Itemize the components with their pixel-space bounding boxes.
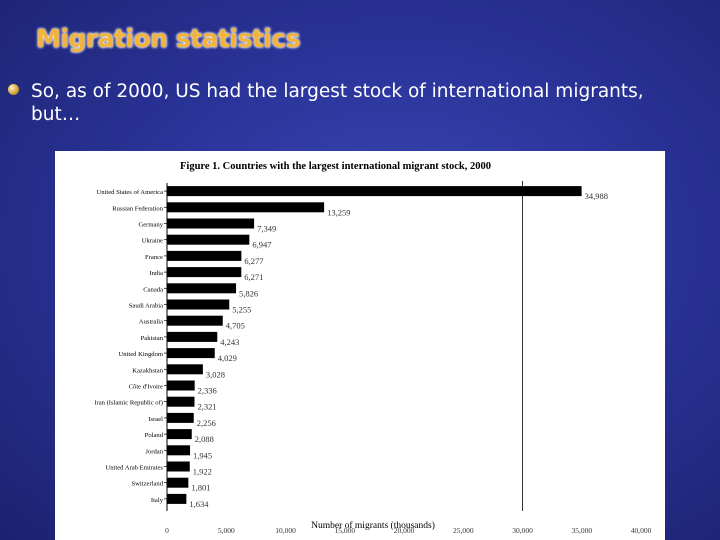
x-tick-label: 35,000 [571,526,592,535]
category-label: Jordan [145,448,163,455]
data-label: 2,256 [197,418,216,428]
data-label: 2,336 [198,386,217,396]
category-label: Saudi Arabia [129,303,163,310]
bullet-icon [8,84,19,95]
category-label: United Arab Emirates [106,465,164,472]
x-tick-label: 0 [165,526,169,535]
bullet-text: So, as of 2000, US had the largest stock… [31,81,644,125]
data-label: 2,321 [198,402,217,412]
slide-title: Migration statistics [36,24,301,53]
data-label: 1,801 [191,483,210,493]
category-label: Australia [139,319,163,326]
x-tick-label: 25,000 [453,526,474,535]
category-label: Pakistan [141,335,164,342]
bar-series: 34,988 13,259 7,349 6,947 6,277 6,271 5,826 5,2… [167,186,608,509]
bar [167,202,325,213]
category-label: Israel [148,416,163,423]
x-axis-title: Number of migrants (thousands) [311,520,435,531]
data-label: 1,945 [193,450,212,460]
data-label: 4,029 [218,353,237,363]
category-label: France [145,254,163,261]
chart-title: Figure 1. Countries with the largest int… [180,161,491,172]
bar [167,412,194,423]
bar [167,186,582,197]
data-label: 2,088 [195,434,214,444]
category-label: United Kingdom [118,351,163,358]
data-label: 6,947 [252,240,271,250]
bar [167,429,192,440]
category-label: Germany [138,222,163,229]
data-label: 1,634 [189,499,209,509]
data-label: 13,259 [327,207,350,217]
bar [167,445,191,456]
bar [167,477,189,488]
data-label: 5,255 [232,305,251,315]
category-label: Italy [151,497,164,504]
x-tick-label: 15,000 [334,526,355,535]
x-tick-label: 20,000 [394,526,415,535]
category-label: Côte d'Ivoire [129,384,163,391]
bar [167,283,237,294]
x-tick-label: 40,000 [631,526,652,535]
bar [167,364,203,375]
category-label: India [149,270,163,277]
bar [167,461,190,472]
category-label: Poland [145,432,164,439]
bar [167,218,255,229]
category-label: Kazakhstan [132,367,163,374]
bar [167,396,195,407]
bar [167,250,242,261]
chart-figure: Figure 1. Countries with the largest int… [55,151,665,540]
x-tick-label: 5,000 [218,526,235,535]
data-label: 6,271 [244,272,263,282]
category-label: Iran (Islamic Republic of) [94,400,163,407]
bar [167,348,215,359]
bar [167,331,218,342]
x-tick-label: 30,000 [512,526,533,535]
bar [167,493,187,504]
x-axis: 0 5,000 10,000 15,000 20,000 25,000 30,000 35,0… [164,183,652,535]
category-label: United States of America [97,189,164,196]
bar [167,380,195,391]
bar [167,234,250,245]
bar-chart: Figure 1. Countries with the largest int… [94,161,652,535]
data-label: 3,028 [206,369,225,379]
bar [167,299,230,310]
category-labels: United States of America Russian Federati… [94,189,164,504]
x-tick-label: 10,000 [275,526,296,535]
data-label: 34,988 [585,191,608,201]
data-label: 4,243 [220,337,239,347]
category-label: Ukraine [142,238,163,245]
data-label: 6,277 [244,256,263,266]
bar [167,315,223,326]
category-label: Russian Federation [112,205,163,212]
data-label: 4,705 [226,321,245,331]
data-label: 1,922 [193,467,212,477]
bar [167,267,242,278]
data-label: 5,826 [239,288,258,298]
data-label: 7,349 [257,224,276,234]
category-label: Switzerland [132,481,164,488]
category-label: Canada [143,286,163,293]
